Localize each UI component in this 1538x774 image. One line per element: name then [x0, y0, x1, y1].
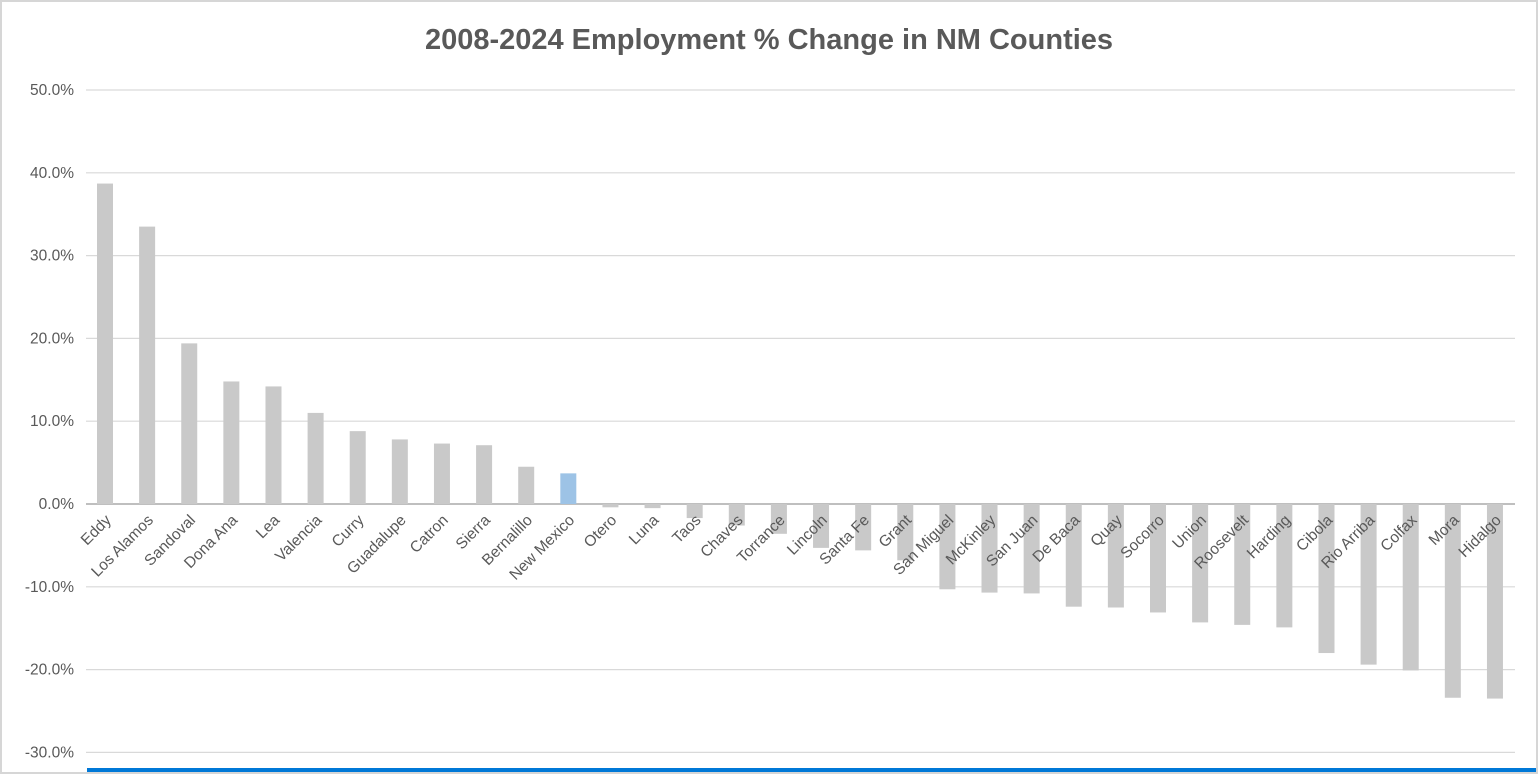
y-tick-label: 20.0%: [30, 330, 74, 347]
y-tick-label: -30.0%: [25, 744, 74, 761]
bar-sierra: [476, 445, 493, 504]
bar-guadalupe: [391, 439, 408, 504]
bar-otero: [602, 504, 619, 508]
x-category-label-valencia: Valencia: [272, 512, 326, 566]
bar-grant: [897, 504, 914, 561]
bar-mckinley: [981, 504, 998, 593]
bar-dona-ana: [223, 381, 240, 504]
bar-curry: [349, 431, 366, 504]
y-tick-label: 30.0%: [30, 248, 74, 265]
bar-sandoval: [181, 343, 198, 504]
bar-san-miguel: [939, 504, 956, 590]
bar-quay: [1107, 504, 1124, 608]
bar-lincoln: [813, 504, 830, 548]
bar-harding: [1276, 504, 1293, 628]
bar-cibola: [1318, 504, 1335, 654]
y-tick-label: 10.0%: [30, 413, 74, 430]
bar-union: [1192, 504, 1209, 623]
y-tick-label: 50.0%: [30, 82, 74, 99]
y-tick-label: 0.0%: [39, 496, 75, 513]
bar-chaves: [728, 504, 745, 526]
bar-taos: [686, 504, 703, 519]
bar-de-baca: [1065, 504, 1082, 607]
bar-eddy: [97, 183, 113, 504]
bar-new-mexico: [560, 473, 577, 504]
bar-san-juan: [1023, 504, 1040, 594]
bar-los-alamos: [139, 226, 156, 504]
y-tick-label: 40.0%: [30, 165, 74, 182]
bar-lea: [265, 386, 282, 504]
bar-hidalgo: [1486, 504, 1503, 699]
x-category-label-otero: Otero: [581, 512, 620, 551]
bar-santa-fe: [855, 504, 872, 551]
bar-rio-arriba: [1360, 504, 1377, 665]
bar-mora: [1444, 504, 1461, 698]
bar-catron: [433, 443, 450, 504]
y-tick-label: -10.0%: [25, 579, 74, 596]
bar-roosevelt: [1234, 504, 1251, 625]
bar-valencia: [307, 412, 324, 504]
x-category-label-curry: Curry: [329, 512, 368, 551]
bar-socorro: [1150, 504, 1166, 613]
bar-colfax: [1402, 504, 1419, 671]
x-category-label-eddy: Eddy: [78, 512, 115, 549]
window-edge-strip: [87, 768, 1536, 772]
x-category-label-luna: Luna: [626, 512, 663, 549]
chart-title: 2008-2024 Employment % Change in NM Coun…: [424, 24, 1114, 56]
bar-torrance: [770, 504, 787, 534]
x-category-label-catron: Catron: [407, 512, 452, 557]
y-tick-label: -20.0%: [25, 662, 74, 679]
bar-luna: [644, 504, 661, 509]
bar-bernalillo: [518, 466, 535, 504]
x-category-label-lea: Lea: [253, 512, 284, 543]
